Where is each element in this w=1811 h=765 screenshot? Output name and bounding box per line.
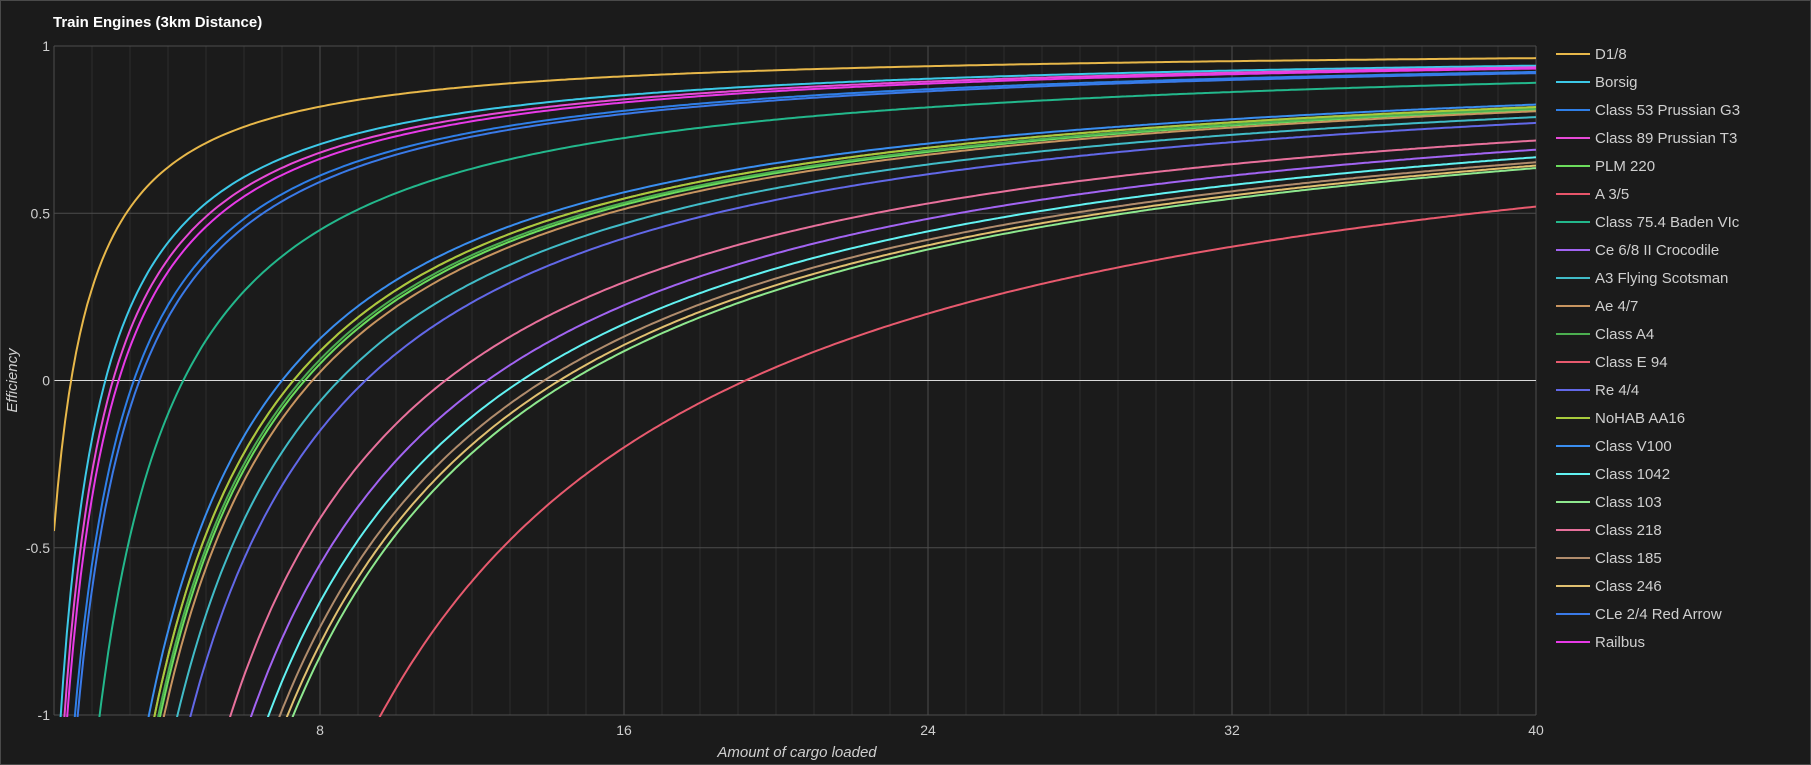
legend-label: Class 53 Prussian G3 bbox=[1595, 102, 1740, 119]
series-line bbox=[153, 106, 1536, 717]
series-line bbox=[278, 161, 1536, 717]
legend-label: Class V100 bbox=[1595, 438, 1672, 455]
series-line bbox=[153, 106, 1536, 717]
legend-item[interactable]: A3 Flying Scotsman bbox=[1556, 270, 1728, 287]
legend-item[interactable]: Class 75.4 Baden VIc bbox=[1556, 214, 1740, 231]
legend-label: Class A4 bbox=[1595, 326, 1654, 343]
legend-item[interactable]: CLe 2/4 Red Arrow bbox=[1556, 606, 1722, 623]
legend-label: A 3/5 bbox=[1595, 186, 1629, 203]
x-axis-title: Amount of cargo loaded bbox=[716, 744, 877, 761]
x-tick-label: 24 bbox=[920, 722, 936, 738]
legend-label: Re 4/4 bbox=[1595, 382, 1639, 399]
series-line bbox=[266, 156, 1536, 717]
series-line bbox=[98, 81, 1536, 717]
legend-item[interactable]: Class 218 bbox=[1556, 522, 1662, 539]
legend-item[interactable]: Class 53 Prussian G3 bbox=[1556, 102, 1740, 119]
y-tick-label: 0.5 bbox=[31, 205, 51, 221]
legend-item[interactable]: Class 1042 bbox=[1556, 466, 1670, 483]
legend-item[interactable]: Ae 4/7 bbox=[1556, 298, 1638, 315]
legend-label: Class 246 bbox=[1595, 578, 1662, 595]
series-line bbox=[228, 139, 1536, 717]
x-tick-label: 8 bbox=[316, 722, 324, 738]
legend-item[interactable]: Ce 6/8 II Crocodile bbox=[1556, 242, 1719, 259]
legend-item[interactable]: Class 103 bbox=[1556, 494, 1662, 511]
legend-item[interactable]: Class 185 bbox=[1556, 550, 1662, 567]
series-line bbox=[249, 148, 1536, 717]
series-line bbox=[162, 110, 1536, 717]
legend-label: CLe 2/4 Red Arrow bbox=[1595, 606, 1722, 623]
legend-label: Class 218 bbox=[1595, 522, 1662, 539]
chart-legend: D1/8 Borsig Class 53 Prussian G3 Class 89 P… bbox=[1556, 46, 1740, 651]
legend-item[interactable]: Class 89 Prussian T3 bbox=[1556, 130, 1737, 147]
legend-item[interactable]: Borsig bbox=[1556, 74, 1638, 91]
chart-grid bbox=[53, 45, 1537, 716]
legend-label: Ce 6/8 II Crocodile bbox=[1595, 242, 1719, 259]
y-tick-label: -0.5 bbox=[26, 540, 50, 556]
legend-label: A3 Flying Scotsman bbox=[1595, 270, 1728, 287]
series-line bbox=[63, 66, 1536, 717]
series-line bbox=[291, 167, 1536, 717]
chart-series-lines bbox=[54, 57, 1536, 717]
x-tick-label: 16 bbox=[616, 722, 632, 738]
legend-label: NoHAB AA16 bbox=[1595, 410, 1685, 427]
legend-label: Class 1042 bbox=[1595, 466, 1670, 483]
legend-label: D1/8 bbox=[1595, 46, 1627, 63]
series-line bbox=[147, 103, 1536, 717]
legend-item[interactable]: PLM 220 bbox=[1556, 158, 1655, 175]
legend-item[interactable]: A 3/5 bbox=[1556, 186, 1629, 203]
legend-label: Class 75.4 Baden VIc bbox=[1595, 214, 1740, 231]
series-line bbox=[285, 164, 1536, 717]
series-line bbox=[176, 116, 1536, 717]
legend-item[interactable]: Re 4/4 bbox=[1556, 382, 1639, 399]
legend-label: PLM 220 bbox=[1595, 158, 1655, 175]
y-tick-label: 1 bbox=[42, 38, 50, 54]
legend-label: Class 185 bbox=[1595, 550, 1662, 567]
series-line bbox=[54, 57, 1536, 532]
legend-label: Class 89 Prussian T3 bbox=[1595, 130, 1737, 147]
series-line bbox=[59, 64, 1536, 717]
y-tick-label: -1 bbox=[38, 707, 51, 723]
series-line bbox=[378, 205, 1536, 717]
legend-label: Class 103 bbox=[1595, 494, 1662, 511]
legend-label: Ae 4/7 bbox=[1595, 298, 1638, 315]
x-tick-label: 32 bbox=[1224, 722, 1240, 738]
y-axis-title: Efficiency bbox=[4, 347, 21, 413]
chart-title: Train Engines (3km Distance) bbox=[53, 14, 263, 31]
legend-label: Railbus bbox=[1595, 634, 1645, 651]
chart-axes: 1 0.5 0 -0.5 -1 8 16 24 32 40 Amount of cargo load… bbox=[4, 38, 1544, 761]
legend-label: Borsig bbox=[1595, 74, 1638, 91]
legend-item[interactable]: Class A4 bbox=[1556, 326, 1654, 343]
legend-item[interactable]: D1/8 bbox=[1556, 46, 1627, 63]
x-tick-label: 40 bbox=[1528, 722, 1544, 738]
legend-item[interactable]: Class 246 bbox=[1556, 578, 1662, 595]
series-line bbox=[157, 107, 1536, 717]
series-line bbox=[76, 72, 1536, 717]
legend-item[interactable]: Railbus bbox=[1556, 634, 1645, 651]
series-line bbox=[189, 121, 1536, 717]
legend-label: Class E 94 bbox=[1595, 354, 1668, 371]
series-line bbox=[73, 70, 1536, 717]
y-tick-label: 0 bbox=[42, 373, 50, 389]
legend-item[interactable]: Class V100 bbox=[1556, 438, 1672, 455]
series-line bbox=[66, 67, 1536, 717]
legend-item[interactable]: Class E 94 bbox=[1556, 354, 1668, 371]
series-line bbox=[158, 108, 1536, 717]
legend-item[interactable]: NoHAB AA16 bbox=[1556, 410, 1685, 427]
